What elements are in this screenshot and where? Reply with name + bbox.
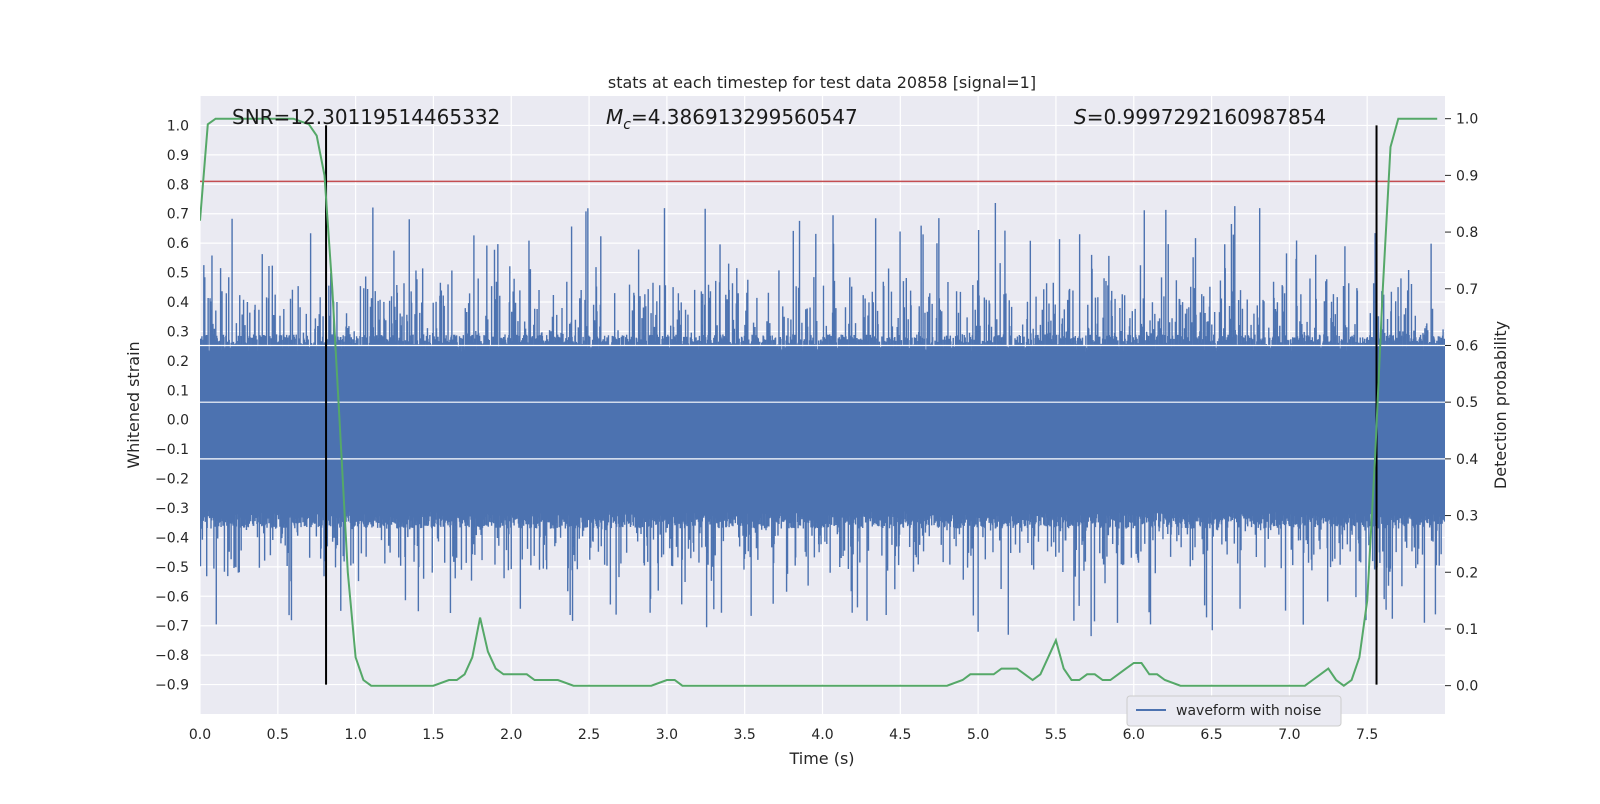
x-tick-label: 4.5: [889, 727, 911, 743]
x-axis-ticks: 0.0 0.5 1.0 1.5 2.0 2.5 3.0 3.5 4.0 4.5 5.0 5.5 6.0 6…: [189, 727, 1378, 743]
score-value: =0.9997292160987854: [1087, 105, 1326, 129]
legend-label-waveform: waveform with noise: [1176, 703, 1321, 719]
x-tick-label: 0.5: [267, 727, 289, 743]
y-right-tick-label: 0.5: [1456, 395, 1478, 411]
x-tick-label: 5.5: [1045, 727, 1067, 743]
y-left-axis-ticks: 1.0 0.9 0.8 0.7 0.6 0.5 0.4 0.3 0.2 0.1 0.0 −0.1 −0.…: [155, 118, 189, 693]
y-right-axis-ticks: 1.0 0.9 0.8 0.7 0.6 0.5 0.4 0.3 0.2 0.1 0.0: [1445, 112, 1478, 695]
x-tick-label: 6.0: [1123, 727, 1145, 743]
y-left-tick-label: −0.9: [155, 678, 189, 694]
x-tick-label: 7.5: [1356, 727, 1378, 743]
x-tick-label: 3.5: [734, 727, 756, 743]
score-annotation: S=0.9997292160987854: [1074, 105, 1326, 129]
x-tick-label: 2.0: [500, 727, 522, 743]
y-left-tick-label: −0.7: [155, 619, 189, 635]
y-left-tick-label: −0.2: [155, 472, 189, 488]
y-left-tick-label: 0.8: [167, 177, 189, 193]
chart-title: stats at each timestep for test data 208…: [608, 73, 1036, 92]
waveform-band: [200, 357, 1445, 508]
legend: waveform with noise: [1126, 695, 1342, 727]
y-right-tick-label: 0.2: [1456, 565, 1478, 581]
chirp-mass-symbol: M: [606, 105, 623, 129]
y-left-tick-label: 0.5: [167, 266, 189, 282]
y-right-axis-label: Detection probability: [1491, 321, 1510, 489]
snr-annotation: SNR=12.30119514465332: [232, 105, 500, 129]
y-left-tick-label: 0.6: [167, 236, 189, 252]
y-left-axis-label: Whitened strain: [124, 341, 143, 468]
y-left-tick-label: −0.1: [155, 442, 189, 458]
x-tick-label: 0.0: [189, 727, 211, 743]
y-left-tick-label: 0.2: [167, 354, 189, 370]
y-right-tick-label: 1.0: [1456, 112, 1478, 128]
y-right-tick-label: 0.3: [1456, 509, 1478, 525]
y-left-tick-label: −0.5: [155, 560, 189, 576]
y-left-tick-label: 0.9: [167, 148, 189, 164]
y-left-tick-label: 0.1: [167, 383, 189, 399]
x-tick-label: 4.0: [811, 727, 833, 743]
x-tick-label: 6.5: [1200, 727, 1222, 743]
y-left-tick-label: −0.6: [155, 589, 189, 605]
y-left-tick-label: 0.3: [167, 324, 189, 340]
y-left-tick-label: 0.4: [167, 295, 189, 311]
x-tick-label: 1.5: [422, 727, 444, 743]
x-tick-label: 5.0: [967, 727, 989, 743]
y-left-tick-label: −0.3: [155, 501, 189, 517]
x-tick-label: 2.5: [578, 727, 600, 743]
x-tick-label: 3.0: [656, 727, 678, 743]
y-right-tick-label: 0.4: [1456, 452, 1478, 468]
y-left-tick-label: −0.8: [155, 648, 189, 664]
legend-box: [1126, 695, 1342, 727]
y-right-tick-label: 0.9: [1456, 168, 1478, 184]
x-axis-label: Time (s): [788, 749, 854, 768]
overlay: [200, 117, 1445, 687]
y-left-tick-label: −0.4: [155, 530, 189, 546]
chirp-mass-annotation: Mc=4.386913299560547: [606, 105, 858, 133]
y-right-tick-label: 0.6: [1456, 338, 1478, 354]
y-left-tick-label: 0.7: [167, 207, 189, 223]
chirp-mass-value: =4.386913299560547: [631, 105, 858, 129]
waveform-series: [200, 203, 1445, 637]
score-symbol: S: [1074, 105, 1087, 129]
x-tick-label: 7.0: [1278, 727, 1300, 743]
chirp-mass-subscript: c: [623, 117, 631, 133]
y-right-tick-label: 0.0: [1456, 679, 1478, 695]
y-right-tick-label: 0.7: [1456, 282, 1478, 298]
probability-line: [200, 117, 1438, 687]
y-left-tick-label: 1.0: [167, 118, 189, 134]
x-tick-label: 1.0: [344, 727, 366, 743]
y-right-tick-label: 0.8: [1456, 225, 1478, 241]
y-right-tick-label: 0.1: [1456, 622, 1478, 638]
y-left-tick-label: 0.0: [167, 413, 189, 429]
